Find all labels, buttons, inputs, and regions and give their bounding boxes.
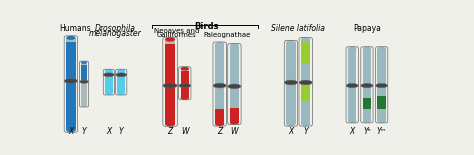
Ellipse shape bbox=[181, 96, 189, 100]
Bar bbox=[181, 71, 189, 86]
Ellipse shape bbox=[228, 84, 241, 89]
Text: Y: Y bbox=[82, 126, 86, 135]
Bar bbox=[105, 71, 113, 75]
Text: melanogaster: melanogaster bbox=[89, 29, 141, 38]
Text: Galliformes: Galliformes bbox=[156, 32, 196, 38]
Ellipse shape bbox=[81, 61, 87, 64]
Text: Yᵐ: Yᵐ bbox=[377, 126, 386, 135]
Text: X: X bbox=[68, 126, 73, 135]
Ellipse shape bbox=[81, 104, 87, 107]
Bar bbox=[348, 49, 356, 86]
Text: Z: Z bbox=[217, 126, 222, 135]
Ellipse shape bbox=[230, 120, 239, 125]
Bar bbox=[377, 96, 386, 109]
Ellipse shape bbox=[105, 69, 113, 73]
Ellipse shape bbox=[181, 67, 189, 71]
Text: Silene latifolia: Silene latifolia bbox=[271, 24, 325, 33]
Ellipse shape bbox=[215, 122, 224, 126]
Bar bbox=[230, 108, 239, 123]
Ellipse shape bbox=[346, 84, 358, 88]
Bar bbox=[66, 38, 75, 42]
Ellipse shape bbox=[66, 128, 75, 132]
Text: Z: Z bbox=[167, 126, 173, 135]
Bar bbox=[348, 86, 356, 121]
Ellipse shape bbox=[363, 47, 371, 51]
Text: Humans: Humans bbox=[60, 24, 91, 33]
Bar bbox=[215, 44, 224, 86]
Bar bbox=[66, 81, 75, 130]
Ellipse shape bbox=[215, 42, 224, 46]
Bar bbox=[118, 75, 125, 93]
Text: Papaya: Papaya bbox=[353, 24, 381, 33]
Ellipse shape bbox=[301, 122, 310, 126]
Ellipse shape bbox=[116, 73, 127, 77]
Ellipse shape bbox=[163, 83, 177, 88]
Bar bbox=[363, 109, 371, 121]
Ellipse shape bbox=[286, 40, 296, 44]
Ellipse shape bbox=[377, 47, 386, 51]
Bar bbox=[377, 109, 386, 121]
Bar bbox=[363, 49, 371, 86]
Text: X: X bbox=[106, 126, 111, 135]
Bar bbox=[181, 69, 189, 71]
Text: Neoaves and: Neoaves and bbox=[154, 28, 199, 34]
Text: X: X bbox=[288, 126, 293, 135]
Ellipse shape bbox=[363, 119, 371, 123]
Ellipse shape bbox=[213, 83, 226, 88]
Text: X: X bbox=[349, 126, 355, 135]
Ellipse shape bbox=[64, 79, 77, 83]
Ellipse shape bbox=[103, 73, 114, 77]
Ellipse shape bbox=[118, 92, 125, 95]
Bar bbox=[301, 39, 310, 63]
Text: W: W bbox=[231, 126, 238, 135]
Bar bbox=[230, 86, 239, 108]
Bar bbox=[301, 63, 310, 82]
Text: W: W bbox=[181, 126, 189, 135]
Bar bbox=[286, 42, 296, 82]
Bar bbox=[81, 65, 87, 82]
Ellipse shape bbox=[301, 37, 310, 42]
Ellipse shape bbox=[348, 119, 356, 123]
Bar bbox=[363, 98, 371, 109]
Ellipse shape bbox=[80, 80, 88, 83]
Text: Drosophila: Drosophila bbox=[95, 24, 136, 33]
Bar bbox=[286, 82, 296, 124]
Bar bbox=[165, 44, 175, 86]
Bar bbox=[215, 109, 224, 124]
Text: Birds: Birds bbox=[194, 22, 219, 31]
Text: Y: Y bbox=[303, 126, 308, 135]
Bar bbox=[165, 86, 175, 124]
Ellipse shape bbox=[179, 84, 191, 88]
Ellipse shape bbox=[299, 80, 312, 85]
Ellipse shape bbox=[377, 119, 386, 123]
Text: Paleognathae: Paleognathae bbox=[203, 32, 250, 38]
Bar bbox=[301, 82, 310, 101]
Bar bbox=[230, 46, 239, 86]
Bar bbox=[363, 86, 371, 98]
Bar bbox=[81, 62, 87, 65]
Ellipse shape bbox=[66, 36, 75, 40]
Ellipse shape bbox=[230, 43, 239, 48]
Ellipse shape bbox=[165, 37, 175, 42]
Text: Y: Y bbox=[119, 126, 124, 135]
Bar bbox=[81, 82, 87, 106]
Ellipse shape bbox=[348, 47, 356, 51]
Bar bbox=[215, 86, 224, 109]
Bar bbox=[301, 101, 310, 124]
Ellipse shape bbox=[361, 84, 373, 88]
Bar bbox=[118, 71, 125, 75]
Bar bbox=[377, 49, 386, 86]
Bar bbox=[377, 86, 386, 96]
Ellipse shape bbox=[105, 92, 113, 95]
Ellipse shape bbox=[165, 122, 175, 126]
Ellipse shape bbox=[376, 84, 388, 88]
Ellipse shape bbox=[118, 69, 125, 73]
Ellipse shape bbox=[284, 80, 298, 85]
Text: Yʰ: Yʰ bbox=[363, 126, 371, 135]
Bar bbox=[181, 86, 189, 98]
Bar bbox=[66, 42, 75, 81]
Bar bbox=[105, 75, 113, 93]
Ellipse shape bbox=[286, 122, 296, 126]
Bar bbox=[165, 39, 175, 44]
